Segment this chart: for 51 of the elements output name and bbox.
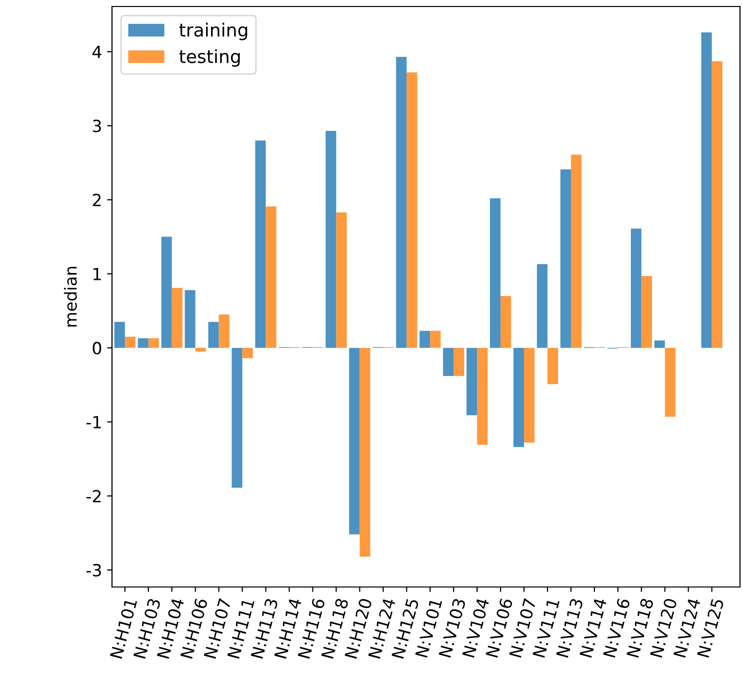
bar (500, 296, 512, 348)
bar (396, 56, 407, 348)
bar (124, 336, 136, 348)
y-axis-title: median (64, 266, 77, 326)
bar (266, 206, 276, 348)
bar (654, 340, 665, 348)
legend-label: training (179, 22, 248, 40)
bar (454, 348, 464, 376)
bar (664, 348, 676, 417)
bar (712, 61, 722, 348)
bar (184, 290, 196, 348)
bar (232, 348, 242, 488)
bar (536, 264, 548, 348)
legend-label: testing (179, 49, 240, 67)
y-tick-label: -1 (86, 416, 101, 428)
bar (560, 169, 571, 348)
bar (406, 72, 418, 348)
bar (195, 348, 206, 352)
bar (148, 338, 159, 348)
y-tick-label: 0 (92, 342, 102, 354)
bar (547, 348, 558, 384)
bar (326, 130, 336, 348)
bar (630, 228, 642, 348)
bar (208, 322, 219, 348)
y-tick-label: 3 (92, 120, 101, 132)
bar (641, 276, 652, 348)
y-tick-label: 4 (92, 46, 102, 58)
bar (161, 236, 172, 348)
bar (349, 348, 360, 534)
bar (255, 140, 266, 348)
bar (466, 348, 478, 416)
bar (701, 32, 712, 348)
bar (430, 330, 441, 348)
bar (420, 330, 430, 348)
y-tick-label: 1 (94, 268, 101, 280)
bar (477, 348, 488, 445)
bar (524, 348, 535, 443)
bar (336, 212, 347, 348)
bar (218, 314, 230, 348)
bar (242, 348, 253, 358)
bar (443, 348, 454, 376)
y-tick-label: 2 (92, 194, 101, 206)
bar (360, 348, 370, 557)
bar (138, 338, 148, 348)
bar (513, 348, 524, 448)
bar (172, 288, 182, 348)
y-tick-label: -2 (86, 490, 101, 502)
bar (570, 154, 582, 348)
y-tick-label: -3 (86, 564, 101, 577)
bar (114, 322, 125, 348)
bar (490, 198, 501, 348)
